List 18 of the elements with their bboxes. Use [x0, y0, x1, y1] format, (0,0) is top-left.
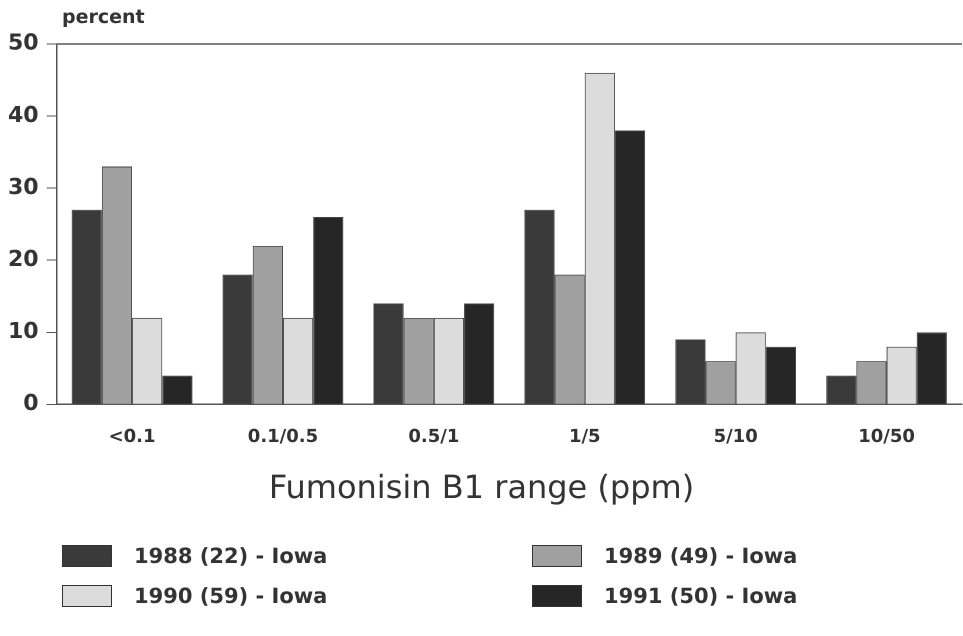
- legend-label: 1988 (22) - Iowa: [134, 544, 328, 568]
- y-tick-label: 10: [8, 319, 39, 344]
- x-tick-label: 0.1/0.5: [248, 426, 318, 447]
- x-tick-label: 1/5: [568, 426, 601, 447]
- legend-label: 1989 (49) - Iowa: [604, 544, 798, 568]
- y-tick-label: 30: [8, 174, 39, 200]
- legend-label: 1990 (59) - Iowa: [134, 584, 328, 608]
- y-tick-label: 20: [8, 246, 39, 272]
- x-tick-label: 5/10: [714, 426, 758, 447]
- legend-label: 1991 (50) - Iowa: [604, 584, 798, 608]
- x-tick-label: <0.1: [108, 426, 156, 447]
- x-tick-label: 10/50: [858, 426, 915, 447]
- y-tick-label: 0: [23, 391, 39, 416]
- x-tick-label: 0.5/1: [408, 426, 460, 447]
- y-tick-label: 50: [8, 30, 39, 56]
- x-axis-title: Fumonisin B1 range (ppm): [268, 468, 696, 506]
- y-tick-label: 40: [8, 102, 39, 128]
- y-axis-title: percent: [62, 6, 145, 28]
